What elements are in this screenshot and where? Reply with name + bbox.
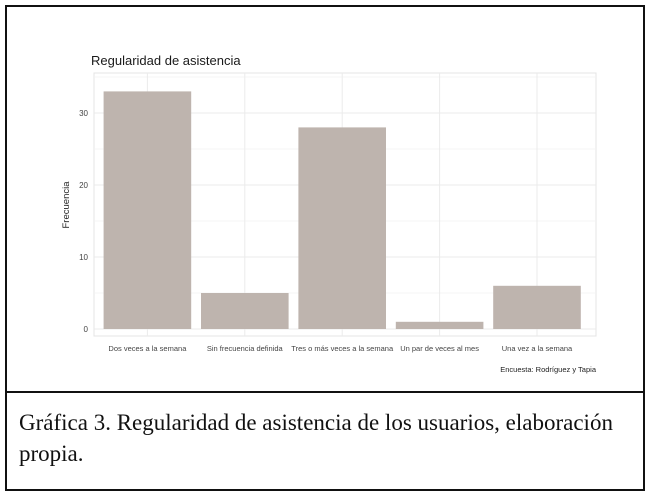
bars	[103, 91, 581, 330]
bar	[201, 293, 289, 329]
y-tick-label: 10	[79, 253, 88, 262]
y-tick-label: 20	[79, 181, 88, 190]
y-tick-label: 30	[79, 109, 88, 118]
bar	[395, 321, 484, 329]
caption-box: Gráfica 3. Regularidad de asistencia de …	[5, 393, 645, 491]
bar	[103, 91, 192, 330]
y-axis-label: Frecuencia	[61, 181, 72, 229]
chart-source-caption: Encuesta: Rodríguez y Tapia	[500, 365, 597, 374]
x-tick-label: Tres o más veces a la semana	[291, 344, 394, 353]
bar	[493, 285, 581, 329]
x-tick-labels: Dos veces a la semana Sin frecuencia defi…	[108, 344, 573, 353]
chart-title: Regularidad de asistencia	[91, 53, 241, 68]
figure-frame: Regularidad de asistencia 0 10 20 30 Dos ve…	[5, 5, 645, 393]
figure-caption: Gráfica 3. Regularidad de asistencia de …	[19, 410, 613, 466]
y-tick-labels: 0 10 20 30	[79, 109, 88, 334]
x-tick-label: Dos veces a la semana	[108, 344, 187, 353]
bar	[298, 127, 386, 330]
bar-chart: Regularidad de asistencia 0 10 20 30 Dos ve…	[61, 53, 597, 374]
x-tick-label: Sin frecuencia definida	[207, 344, 284, 353]
y-tick-label: 0	[84, 325, 89, 334]
x-tick-label: Una vez a la semana	[502, 344, 573, 353]
x-tick-label: Un par de veces al mes	[400, 344, 479, 353]
